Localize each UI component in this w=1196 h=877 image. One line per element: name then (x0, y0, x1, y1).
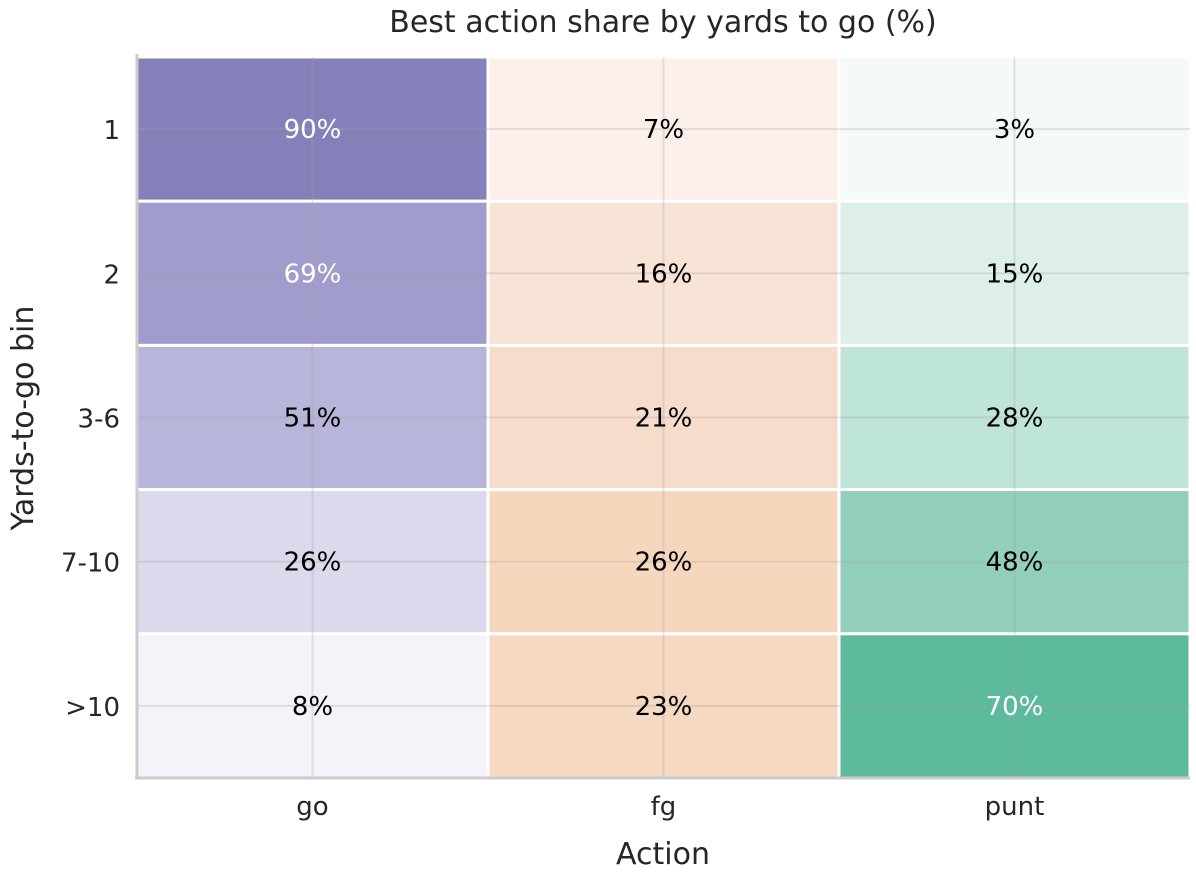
cell-value-label: 26% (284, 548, 342, 578)
heatmap-cell (486, 632, 841, 780)
cell-value-label: 8% (292, 692, 333, 722)
heatmap-cells (135, 55, 1192, 780)
y-tick-label: >10 (65, 693, 120, 723)
cell-value-label: 3% (994, 115, 1035, 145)
heatmap-cell (486, 343, 841, 492)
heatmap-cell (837, 488, 1192, 636)
y-tick-label: 2 (103, 260, 120, 290)
cell-value-label: 16% (635, 259, 693, 289)
x-tick-label: go (296, 792, 328, 822)
cell-value-label: 51% (284, 404, 342, 434)
heatmap-cell (135, 199, 490, 347)
chart-title: Best action share by yards to go (%) (389, 5, 937, 40)
cell-value-label: 28% (986, 404, 1044, 434)
cell-value-label: 7% (643, 115, 684, 145)
cell-value-label: 70% (986, 692, 1044, 722)
y-tick-label: 1 (103, 116, 120, 146)
x-tick-label: fg (651, 792, 677, 822)
cell-value-label: 26% (635, 548, 693, 578)
x-axis-label: Action (616, 837, 710, 872)
heatmap-cell (135, 488, 490, 636)
cell-value-label: 90% (284, 115, 342, 145)
cell-value-label: 69% (284, 259, 342, 289)
cell-labels: 90% 7% 3% 69% 16% 15% 51% 21% 28% 26% 26% 48% 8% 23% 7… (284, 115, 1044, 722)
y-axis-label: Yards-to-go bin (6, 306, 41, 532)
cell-value-label: 21% (635, 404, 693, 434)
heatmap-cell (486, 55, 841, 203)
heatmap-cell (837, 632, 1192, 780)
gridlines (137, 57, 1190, 778)
y-tick-labels: 1 2 3-6 7-10 >10 (61, 116, 120, 723)
heatmap-cell (135, 55, 490, 203)
cell-value-label: 23% (635, 692, 693, 722)
heatmap-cell (837, 55, 1192, 203)
cell-value-label: 48% (986, 548, 1044, 578)
x-tick-label: punt (985, 792, 1045, 822)
x-tick-labels: go fg punt (296, 792, 1044, 822)
y-tick-label: 7-10 (61, 549, 120, 579)
heatmap-cell (837, 199, 1192, 347)
cell-value-label: 15% (986, 259, 1044, 289)
y-tick-label: 3-6 (78, 405, 120, 435)
